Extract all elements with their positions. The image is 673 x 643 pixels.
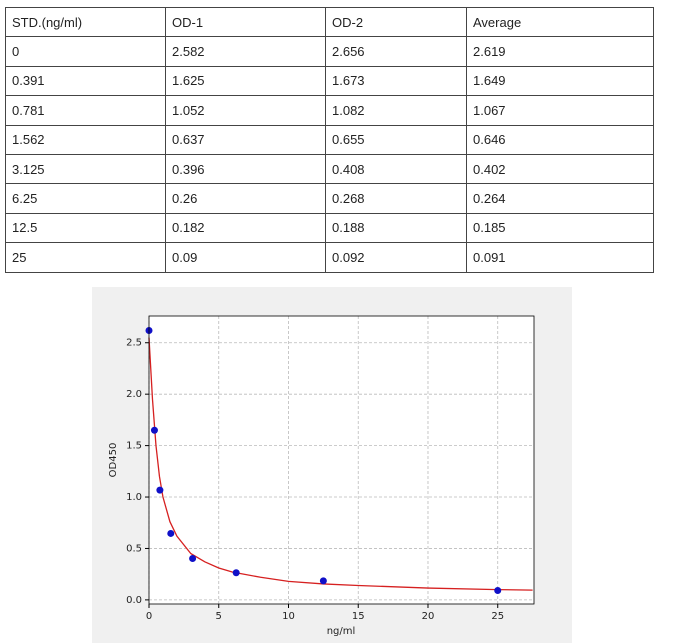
cell: 0.396: [165, 153, 326, 185]
cell: Average: [466, 6, 654, 38]
plot-bg: [149, 316, 534, 604]
x-tick-label: 5: [216, 611, 222, 622]
cell: 0.092: [325, 242, 467, 273]
cell: 1.067: [466, 95, 654, 126]
y-tick-label: 2.5: [126, 338, 142, 349]
row: 0.391 1.625 1.673 1.649: [5, 65, 654, 97]
cell: 0.09: [165, 242, 326, 273]
row: 12.5 0.182 0.188 0.185: [5, 212, 654, 244]
header-row: STD.(ng/ml) OD-1 OD-2 Average: [5, 6, 654, 38]
x-tick-label: 15: [352, 611, 365, 622]
cell: 0.188: [325, 212, 467, 244]
data-point: [167, 529, 175, 537]
y-tick-label: 2.0: [126, 389, 142, 400]
row: 0 2.582 2.656 2.619: [5, 36, 654, 67]
x-tick-label: 25: [491, 611, 504, 622]
cell: 0.637: [165, 124, 326, 155]
cell: OD-1: [165, 6, 326, 38]
cell: 0.268: [325, 183, 467, 214]
cell: 0.655: [325, 124, 467, 155]
cell: 0.091: [466, 242, 654, 273]
y-tick-label: 1.0: [126, 492, 142, 503]
row: 1.562 0.637 0.655 0.646: [5, 124, 654, 155]
cell: 0.402: [466, 153, 654, 185]
plot-frame: [148, 315, 535, 605]
fit-curve: [148, 337, 533, 591]
data-point: [319, 577, 327, 585]
y-axis-label: OD450: [108, 443, 119, 478]
row: 25 0.09 0.092 0.091: [5, 242, 654, 273]
x-tick-label: 20: [422, 611, 435, 622]
data-point: [232, 569, 240, 577]
x-tick-label: 0: [146, 611, 152, 622]
cell: 2.619: [466, 36, 654, 67]
y-tick-label: 1.5: [126, 441, 142, 452]
cell: STD.(ng/ml): [5, 6, 166, 38]
x-axis-label: ng/ml: [327, 626, 356, 637]
x-tick-label: 10: [282, 611, 295, 622]
cell: 0.781: [5, 95, 166, 126]
cell: 2.656: [325, 36, 467, 67]
cell: 12.5: [5, 212, 166, 244]
data-point: [156, 486, 164, 494]
data-point: [150, 426, 158, 434]
std-table: STD.(ng/ml) OD-1 OD-2 Average 0 2.582 2.656 2.6…: [5, 6, 654, 273]
y-tick-label: 0.0: [126, 595, 142, 606]
cell: 25: [5, 242, 166, 273]
cell: 0.182: [165, 212, 326, 244]
data-point: [189, 555, 197, 563]
cell: 1.052: [165, 95, 326, 126]
y-tick-label: 0.5: [126, 543, 142, 554]
data-point: [494, 587, 502, 595]
